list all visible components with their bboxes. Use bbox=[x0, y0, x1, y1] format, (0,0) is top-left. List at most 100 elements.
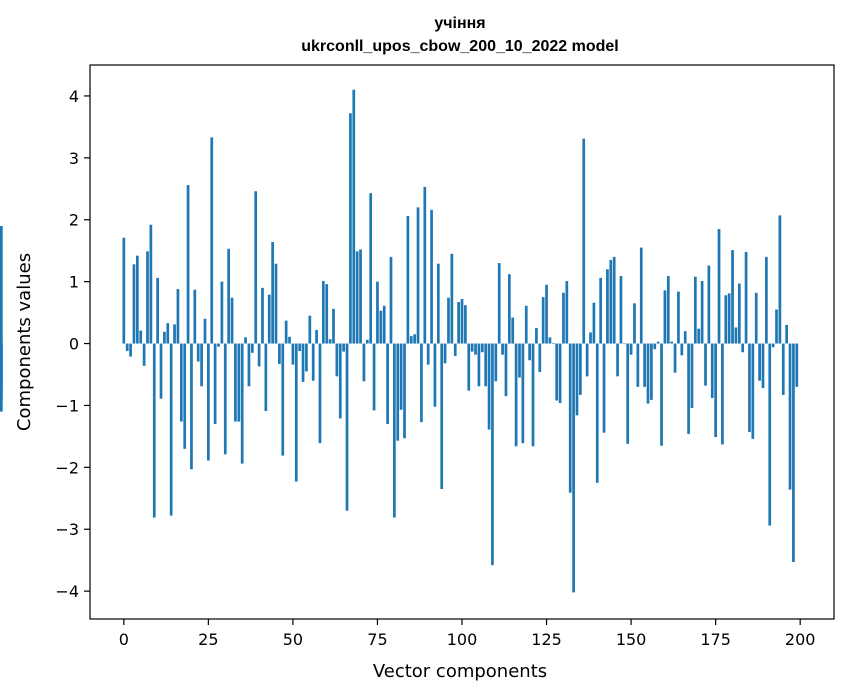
bar bbox=[132, 264, 136, 344]
bar bbox=[754, 292, 758, 344]
bar bbox=[207, 343, 210, 461]
bar bbox=[538, 343, 542, 373]
bar bbox=[352, 89, 356, 344]
bar bbox=[308, 315, 312, 344]
bar bbox=[528, 343, 531, 361]
bar bbox=[453, 343, 457, 356]
bar bbox=[582, 138, 586, 344]
x-tick-label: 175 bbox=[700, 630, 731, 649]
bar bbox=[372, 343, 376, 411]
bar bbox=[562, 292, 565, 344]
bar bbox=[386, 343, 389, 425]
bar bbox=[399, 343, 403, 410]
bar bbox=[693, 276, 697, 344]
bar bbox=[325, 284, 329, 344]
bar bbox=[250, 343, 254, 353]
bar bbox=[656, 341, 660, 344]
bar bbox=[433, 343, 437, 407]
bar bbox=[737, 283, 741, 344]
bar bbox=[335, 343, 339, 377]
bar bbox=[200, 343, 203, 387]
bar bbox=[362, 343, 366, 382]
x-tick-label: 50 bbox=[283, 630, 303, 649]
bar bbox=[514, 343, 518, 447]
bar bbox=[193, 289, 197, 344]
bar bbox=[176, 289, 180, 344]
bar bbox=[704, 343, 707, 386]
bar bbox=[217, 343, 220, 347]
bar bbox=[680, 343, 684, 356]
bar bbox=[599, 277, 603, 344]
bar bbox=[220, 281, 224, 344]
bar bbox=[744, 251, 748, 344]
bar bbox=[612, 256, 616, 344]
bar bbox=[264, 343, 268, 412]
bar bbox=[149, 224, 153, 344]
bar bbox=[464, 305, 467, 344]
plot-frame bbox=[89, 64, 835, 620]
bar bbox=[710, 343, 714, 399]
bar bbox=[788, 343, 792, 490]
bar bbox=[298, 343, 302, 351]
bar bbox=[190, 343, 193, 470]
bar bbox=[305, 343, 308, 372]
x-tick-label: 125 bbox=[531, 630, 562, 649]
bar bbox=[183, 343, 187, 449]
bar bbox=[650, 343, 653, 400]
y-tick-label: 2 bbox=[69, 211, 79, 230]
bar bbox=[467, 343, 471, 391]
y-tick-label: 4 bbox=[69, 87, 79, 106]
bar bbox=[629, 343, 633, 355]
bar bbox=[724, 295, 728, 344]
bar bbox=[639, 247, 643, 344]
y-tick-label: −1 bbox=[55, 396, 79, 415]
x-tick-label: 150 bbox=[616, 630, 647, 649]
bar bbox=[636, 343, 640, 387]
bar bbox=[619, 276, 623, 344]
bar bbox=[589, 332, 592, 344]
bar bbox=[626, 343, 630, 444]
x-tick-label: 25 bbox=[198, 630, 218, 649]
bar bbox=[511, 317, 515, 344]
bar bbox=[521, 343, 525, 444]
bar bbox=[142, 343, 146, 366]
bar bbox=[156, 277, 159, 344]
bar bbox=[139, 330, 143, 344]
y-tick-label: −2 bbox=[55, 458, 79, 477]
y-tick-label: −3 bbox=[55, 520, 79, 539]
bar bbox=[271, 242, 274, 344]
bar bbox=[166, 323, 170, 344]
bar bbox=[125, 343, 129, 351]
bar bbox=[179, 343, 183, 422]
bar bbox=[230, 297, 234, 344]
bar bbox=[443, 343, 447, 364]
y-axis-label: Components values bbox=[14, 253, 35, 431]
bar bbox=[778, 215, 782, 344]
bar bbox=[535, 328, 538, 344]
bar bbox=[365, 339, 369, 344]
bar bbox=[541, 297, 545, 344]
bar bbox=[690, 343, 694, 408]
bar bbox=[524, 305, 528, 344]
bar bbox=[572, 343, 575, 593]
bar bbox=[727, 293, 731, 344]
bar bbox=[257, 343, 261, 367]
bar bbox=[558, 343, 562, 403]
bar bbox=[643, 343, 646, 387]
x-axis-label: Vector components bbox=[373, 661, 547, 682]
bar bbox=[426, 343, 430, 365]
bar bbox=[328, 339, 332, 344]
bar bbox=[575, 343, 579, 416]
bar bbox=[673, 343, 677, 373]
bar bbox=[396, 343, 400, 441]
bar bbox=[660, 343, 663, 446]
bar bbox=[748, 343, 751, 433]
bar bbox=[338, 343, 342, 419]
bar bbox=[227, 248, 231, 344]
bar bbox=[274, 263, 278, 344]
bar bbox=[761, 343, 765, 389]
bar bbox=[545, 284, 548, 344]
bar bbox=[555, 343, 559, 401]
bar bbox=[585, 343, 589, 377]
